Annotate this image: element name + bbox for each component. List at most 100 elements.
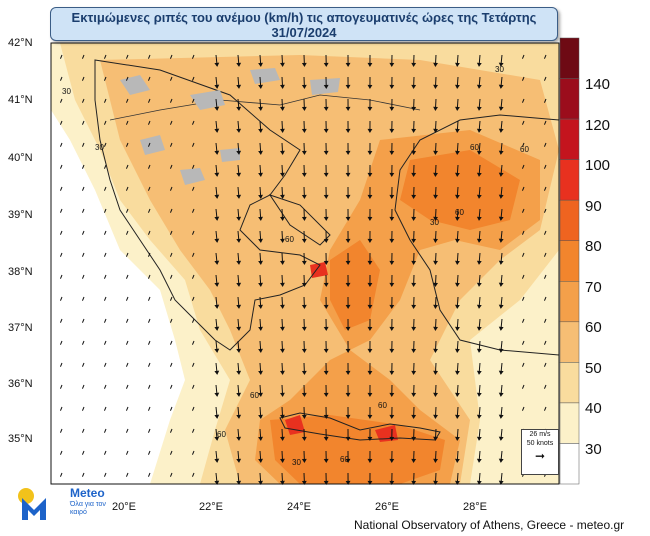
wind-arrow bbox=[147, 340, 151, 345]
wind-arrow-head bbox=[389, 370, 395, 375]
wind-arrow bbox=[169, 252, 173, 257]
wind-arrow bbox=[125, 362, 129, 367]
wind-arrow bbox=[147, 208, 151, 213]
wind-arrow-head bbox=[214, 62, 220, 67]
wind-arrow bbox=[81, 186, 85, 191]
wind-arrow bbox=[521, 362, 525, 367]
wind-arrow-head bbox=[367, 106, 373, 111]
wind-arrow bbox=[521, 384, 525, 389]
wind-arrow-head bbox=[258, 84, 263, 89]
wind-arrow-head bbox=[367, 260, 373, 265]
wind-arrow bbox=[521, 142, 525, 147]
wind-arrow bbox=[125, 406, 129, 411]
wind-arrow-head bbox=[236, 150, 242, 155]
wind-arrow-head bbox=[236, 106, 242, 111]
wind-arrow bbox=[521, 186, 525, 191]
wind-arrow-head bbox=[323, 150, 329, 155]
wind-arrow bbox=[543, 274, 547, 279]
wind-arrow-head bbox=[258, 480, 263, 485]
wind-arrow bbox=[59, 120, 63, 125]
wind-arrow-head bbox=[476, 194, 482, 199]
wind-arrow-head bbox=[345, 348, 351, 353]
wind-arrow-head bbox=[498, 458, 504, 463]
wind-arrow bbox=[543, 384, 547, 389]
wind-arrow-head bbox=[433, 194, 438, 199]
wind-arrow-head bbox=[389, 62, 395, 67]
wind-arrow bbox=[521, 164, 525, 169]
wind-arrow-head bbox=[455, 260, 460, 265]
wind-arrow-head bbox=[433, 414, 438, 419]
wind-arrow-head bbox=[236, 260, 242, 265]
wind-arrow-head bbox=[280, 172, 285, 177]
wind-arrow-head bbox=[367, 348, 373, 353]
wind-arrow bbox=[59, 54, 63, 59]
wind-arrow-head bbox=[258, 238, 263, 243]
wind-arrow bbox=[169, 384, 173, 389]
wind-arrow-head bbox=[301, 282, 307, 287]
wind-arrow-head bbox=[433, 392, 438, 397]
wind-arrow-head bbox=[323, 260, 329, 265]
wind-arrow bbox=[125, 142, 129, 147]
wind-arrow-head bbox=[433, 348, 438, 353]
wind-arrow bbox=[521, 252, 525, 257]
wind-arrow-head bbox=[236, 458, 242, 463]
wind-arrow-head bbox=[367, 194, 373, 199]
colorbar-segment bbox=[559, 118, 580, 160]
wind-arrow-head bbox=[476, 392, 482, 397]
wind-arrow-head bbox=[214, 150, 220, 155]
wind-arrow-head bbox=[455, 62, 460, 67]
colorbar-label: 120 bbox=[585, 117, 611, 134]
wind-arrow-head bbox=[236, 194, 242, 199]
wind-arrow-head bbox=[323, 370, 329, 375]
wind-arrow-head bbox=[301, 194, 307, 199]
wind-arrow-head bbox=[236, 172, 242, 177]
wind-arrow-head bbox=[389, 480, 395, 485]
wind-arrow bbox=[125, 428, 129, 433]
contour-label: 60 bbox=[470, 143, 479, 152]
wind-arrow-head bbox=[323, 172, 329, 177]
colorbar-segment bbox=[559, 443, 580, 485]
wind-arrow bbox=[81, 274, 85, 279]
wind-arrow-head bbox=[498, 480, 504, 485]
wind-arrow bbox=[543, 340, 547, 345]
wind-arrow-head bbox=[389, 458, 395, 463]
wind-arrow-head bbox=[389, 260, 395, 265]
wind-arrow bbox=[59, 98, 63, 103]
wind-arrow bbox=[521, 230, 525, 235]
wind-arrow-head bbox=[323, 304, 329, 309]
wind-arrow bbox=[191, 54, 195, 59]
wind-arrow-head bbox=[476, 128, 482, 133]
wind-arrow-head bbox=[498, 84, 504, 89]
wind-arrow-head bbox=[280, 436, 285, 441]
wind-arrow-head bbox=[389, 414, 395, 419]
latitude-label: 36°N bbox=[8, 378, 33, 390]
wind-arrow-head bbox=[323, 216, 329, 221]
wind-arrow-head bbox=[301, 62, 307, 67]
wind-arrow bbox=[147, 296, 151, 301]
wind-arrow bbox=[81, 54, 85, 59]
legend-arrow-icon: ➞ bbox=[534, 449, 546, 463]
colorbar-label: 50 bbox=[585, 360, 602, 377]
crete-island bbox=[279, 412, 441, 441]
wind-arrow bbox=[543, 142, 547, 147]
colorbar-label: 140 bbox=[585, 76, 611, 93]
wind-arrow bbox=[169, 428, 173, 433]
wind-arrow-head bbox=[345, 194, 351, 199]
wind-arrow-head bbox=[411, 392, 417, 397]
wind-arrow-head bbox=[498, 282, 504, 287]
wind-arrow bbox=[147, 274, 151, 279]
wind-arrow bbox=[191, 362, 195, 367]
wind-arrow-head bbox=[498, 62, 504, 67]
wind-arrow bbox=[169, 274, 173, 279]
wind-arrow-head bbox=[476, 106, 482, 111]
wind-arrow-head bbox=[258, 106, 263, 111]
wind-arrow bbox=[125, 230, 129, 235]
wind-arrow bbox=[147, 54, 151, 59]
latitude-label: 41°N bbox=[8, 94, 33, 106]
wind-arrow-head bbox=[345, 370, 351, 375]
wind-arrow-head bbox=[301, 326, 307, 331]
wind-arrow bbox=[169, 54, 173, 59]
wind-arrow bbox=[169, 164, 173, 169]
wind-arrow bbox=[103, 76, 107, 81]
wind-arrow-head bbox=[476, 370, 482, 375]
